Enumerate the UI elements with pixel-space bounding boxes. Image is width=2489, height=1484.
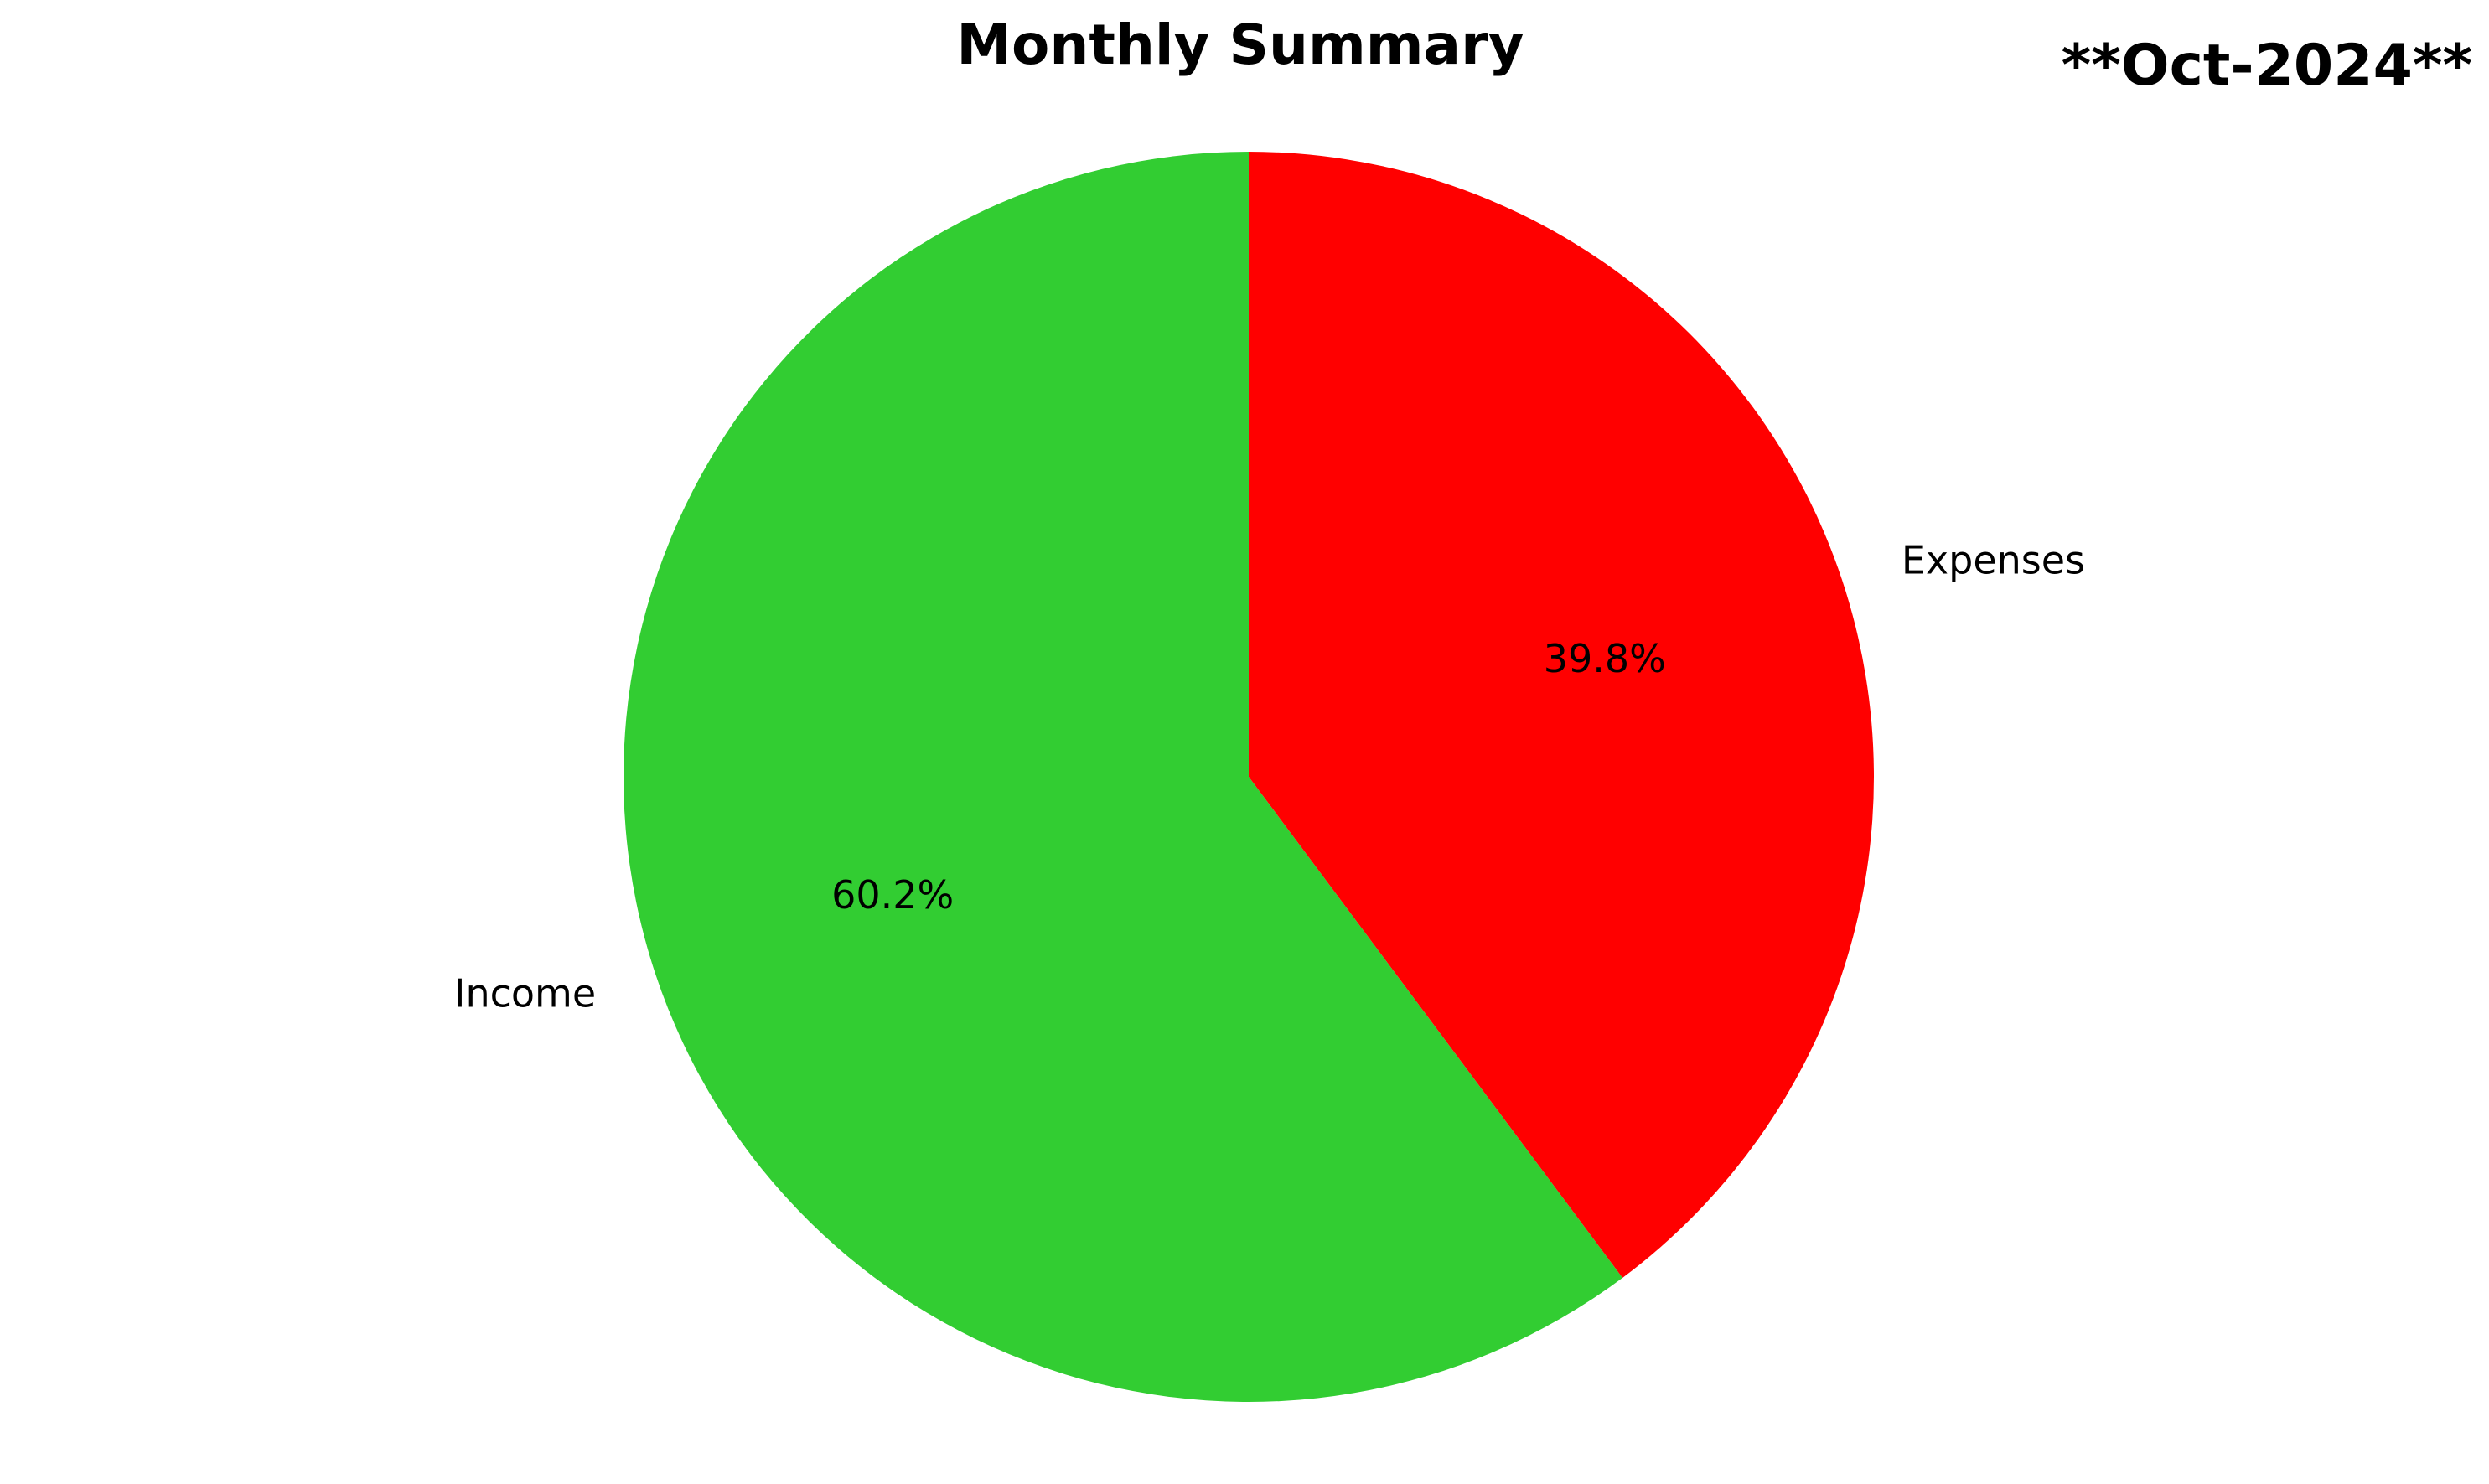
slice-percent-income: 60.2%: [831, 872, 954, 918]
slices-layer: [624, 152, 1875, 1402]
period-annotation: **Oct-2024**: [2061, 33, 2472, 99]
labels-layer: Expenses 39.8% Income 60.2%: [454, 538, 2085, 1016]
chart-title: Monthly Summary: [0, 12, 2489, 78]
slice-percent-expenses: 39.8%: [1544, 636, 1666, 681]
slice-label-income: Income: [454, 970, 596, 1016]
pie-slice-income: [624, 152, 1623, 1402]
pie-slice-expenses: [1249, 152, 1875, 1278]
chart-title-text: Monthly Summary: [956, 13, 1524, 77]
slice-label-expenses: Expenses: [1902, 538, 2085, 583]
